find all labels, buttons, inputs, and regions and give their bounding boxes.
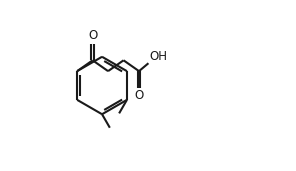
Text: OH: OH	[149, 50, 167, 63]
Text: O: O	[134, 89, 144, 102]
Text: O: O	[88, 29, 97, 42]
